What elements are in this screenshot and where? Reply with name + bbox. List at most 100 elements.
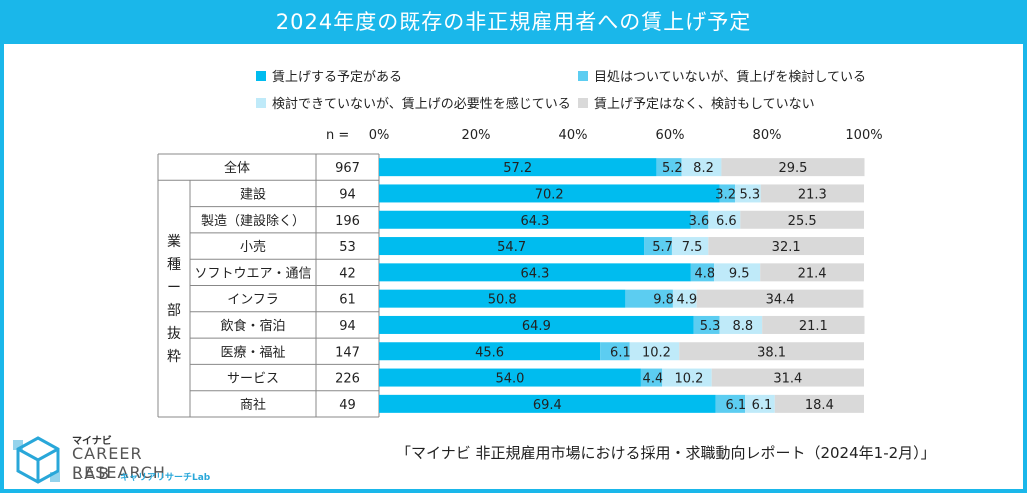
- data-label: 6.1: [725, 398, 746, 413]
- category-label: 医療・福祉: [220, 345, 285, 360]
- bar-segment: [740, 210, 864, 229]
- source-note: 「マイナビ 非正規雇用市場における採用・求職動向レポート（2024年1-2月）」: [396, 444, 936, 462]
- n-value: 61: [339, 293, 356, 308]
- group-label-char: 粋: [167, 349, 181, 365]
- data-label: 29.5: [778, 161, 807, 176]
- data-label: 9.5: [729, 266, 750, 281]
- legend-item-2: 目処はついていないが、賃上げを検討している: [578, 66, 866, 85]
- bar-segment: [719, 315, 763, 334]
- data-label: 10.2: [642, 345, 671, 360]
- bar-segment: [379, 315, 694, 334]
- data-label: 34.4: [766, 293, 795, 308]
- category-label: 製造（建設除く）: [201, 213, 305, 229]
- category-label: インフラ: [227, 293, 279, 308]
- bar-segment: [690, 263, 715, 282]
- bar-segment: [640, 368, 663, 387]
- category-label: サービス: [227, 372, 279, 387]
- data-label: 5.2: [662, 161, 683, 176]
- category-label: 商社: [240, 397, 266, 413]
- legend-label-4: 賃上げ予定はなく、検討もしていない: [594, 97, 815, 112]
- data-label: 50.8: [488, 293, 517, 308]
- x-tick-0: 0%: [368, 128, 390, 143]
- legend-swatch-2: [578, 70, 588, 81]
- bar-segment: [711, 368, 864, 387]
- bar-segment: [644, 237, 672, 256]
- bar-segment: [379, 237, 645, 256]
- x-tick-60: 60%: [655, 128, 685, 143]
- data-label: 54.7: [497, 240, 526, 255]
- data-label: 9.8: [653, 293, 674, 308]
- legend-swatch-3: [256, 97, 266, 108]
- data-label: 32.1: [772, 240, 801, 255]
- category-label: ソフトウエア・通信: [194, 266, 311, 281]
- category-label: 飲食・宿泊: [220, 318, 285, 334]
- legend-swatch-4: [578, 97, 588, 108]
- bar-segment: [679, 342, 864, 361]
- data-label: 4.4: [643, 372, 664, 387]
- data-label: 5.3: [700, 319, 721, 334]
- bar-segment: [714, 263, 761, 282]
- logo-brand-main: CAREER RESEARCH: [72, 444, 166, 482]
- bar-segment: [696, 289, 864, 308]
- data-label: 10.2: [674, 372, 703, 387]
- n-value: 94: [339, 187, 356, 202]
- n-value: 967: [335, 161, 360, 176]
- data-label: 70.2: [535, 187, 564, 202]
- n-value: 196: [335, 214, 360, 229]
- legend-item-4: 賃上げ予定はなく、検討もしていない: [578, 93, 815, 112]
- legend-label-3: 検討できていないが、賃上げの必要性を感じている: [272, 97, 571, 112]
- data-label: 4.8: [694, 266, 715, 281]
- data-label: 5.7: [652, 240, 673, 255]
- data-label: 8.8: [732, 319, 753, 334]
- data-label: 7.5: [682, 240, 703, 255]
- bar-segment: [629, 342, 680, 361]
- data-label: 21.1: [799, 319, 828, 334]
- bar-segment: [379, 368, 641, 387]
- bar-segment: [760, 263, 864, 282]
- data-label: 18.4: [805, 398, 834, 413]
- x-tick-40: 40%: [558, 128, 588, 143]
- bar-segment: [708, 237, 864, 256]
- bar-segment: [379, 158, 657, 177]
- bar-segment: [379, 394, 716, 413]
- bar-segment: [379, 289, 626, 308]
- data-label: 21.3: [798, 187, 827, 202]
- bar-segment: [625, 289, 673, 308]
- data-label: 6.1: [752, 398, 773, 413]
- bar-segment: [379, 263, 691, 282]
- data-label: 31.4: [773, 372, 802, 387]
- bar-segment: [734, 184, 761, 203]
- data-label: 57.2: [503, 161, 532, 176]
- legend-label-2: 目処はついていないが、賃上げを検討している: [594, 70, 866, 85]
- legend-swatch-1: [256, 70, 266, 81]
- bar-segment: [672, 289, 697, 308]
- data-label: 38.1: [757, 345, 786, 360]
- bar-segment: [690, 210, 709, 229]
- bar-segment: [662, 368, 712, 387]
- logo-brand-lab: LAB: [72, 464, 113, 483]
- legend-item-3: 検討できていないが、賃上げの必要性を感じている: [256, 93, 571, 112]
- bar-segment: [719, 184, 735, 203]
- n-value: 42: [339, 266, 356, 281]
- x-tick-100: 100%: [845, 128, 883, 143]
- data-label: 64.3: [520, 214, 549, 229]
- bar-segment: [693, 315, 720, 334]
- chart-title: 2024年度の既存の非正規雇用者への賃上げ予定: [0, 0, 1027, 44]
- data-label: 3.2: [715, 187, 736, 202]
- data-label: 4.9: [676, 293, 697, 308]
- n-value: 94: [339, 319, 356, 334]
- bar-segment: [671, 237, 709, 256]
- group-label-char: 業: [167, 234, 181, 250]
- bar-segment: [745, 394, 775, 413]
- logo-brand-small: マイナビ: [72, 436, 112, 447]
- data-label: 6.6: [716, 214, 737, 229]
- n-header: n =: [326, 128, 350, 143]
- bar-segment: [774, 394, 864, 413]
- bar-segment: [760, 184, 864, 203]
- bar-segment: [379, 184, 720, 203]
- data-label: 45.6: [475, 345, 504, 360]
- n-value: 53: [339, 240, 356, 255]
- bar-segment: [379, 210, 691, 229]
- bar-segment: [600, 342, 630, 361]
